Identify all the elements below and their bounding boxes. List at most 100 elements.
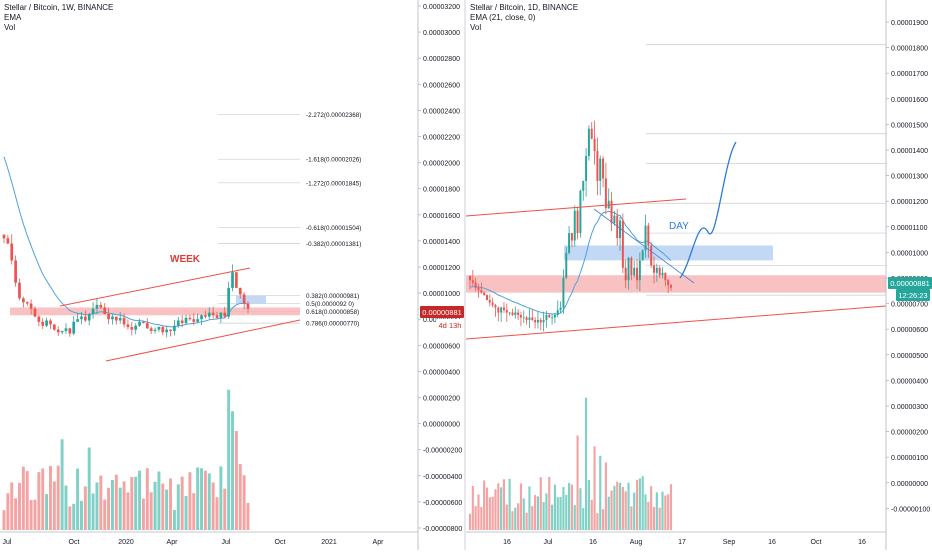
candle-body [579,190,582,234]
price-tick-label: 0.00001600 [891,97,928,104]
fib-level-label: -1.272(0.00001845) [306,180,361,187]
last-price-badge: 0.00000881 [422,308,462,317]
volume-bar [494,489,497,530]
candle-body [630,257,633,276]
candle-body [41,321,45,326]
trend-line-0 [465,198,687,217]
candle-body [664,272,667,281]
countdown-badge: 12:26:23 [898,291,927,300]
price-tick-label: 0.00001100 [891,225,928,232]
volume-bar [130,476,134,530]
candle-body [531,317,534,320]
price-tick-label: 0.00000000 [423,422,460,429]
volume-bar [485,487,489,530]
candle-body [91,308,95,314]
volume-bar [41,468,45,530]
time-tick-label: 2021 [321,539,337,546]
candle-body [184,317,188,324]
candle-body [192,319,196,322]
volume-bar [37,472,41,530]
daily-chart[interactable]: DAY 0.00001900 0.00001800 0.00001700 0.00001… [465,0,932,550]
volume-bar [161,483,165,530]
price-tick-label: 0.00001800 [891,46,928,53]
volume-bar [539,477,542,530]
price-tick-label: 0.00000000 [891,481,928,488]
volume-bar [582,508,585,530]
price-tick-label: 0.00000400 [423,369,460,376]
candle-body [638,260,641,281]
volume-bar [2,510,6,530]
candle-body [87,313,91,321]
volume-bar [508,478,511,530]
candle-body [644,225,647,251]
volume-bar [33,499,37,530]
time-tick-label: 16 [503,539,511,546]
volume-bar [188,472,192,530]
volume-bar [64,485,68,530]
candle-body [49,320,52,325]
volume-bar [635,479,639,530]
volume-bar [49,465,52,530]
volume-bar [565,494,568,530]
candle-body [111,316,114,320]
time-tick-label: 2020 [118,539,134,546]
candle-body [68,328,72,334]
candle-body [542,319,545,323]
volume-bar [141,498,145,530]
daily-chart-panel[interactable]: DAY 0.00001900 0.00001800 0.00001700 0.00001… [465,0,932,550]
annotation-label: WEEK [170,254,201,265]
volume-bar [184,495,188,530]
candle-body [142,321,145,324]
candle-body [122,317,126,325]
volume-bar [624,491,627,530]
volume-bar [542,502,545,530]
candle-body [37,316,41,322]
volume-bar [153,481,157,530]
candle-body [502,307,505,311]
candle-body [188,317,192,320]
candle-body [621,220,624,268]
panel-divider[interactable] [464,0,466,550]
time-tick-label: Apr [167,539,179,546]
candle-body [619,220,622,239]
countdown-badge: 4d 13h [439,321,462,330]
candle-body [18,282,21,299]
volume-bar [545,493,548,530]
candle-body [180,320,184,324]
price-tick-label: 0.00001000 [423,291,460,298]
volume-bar [658,507,661,530]
candle-body [14,260,17,283]
volume-bar [664,495,667,530]
volume-bar [68,506,72,530]
candle-body [149,328,153,331]
candle-body [596,151,599,181]
weekly-title: Stellar / Bitcoin, 1W, BINANCE [4,3,114,12]
volume-bar [145,468,149,530]
candle-body [528,317,531,320]
volume-bar [231,411,234,530]
volume-bar [562,487,565,530]
candle-body [655,267,658,273]
candle-body [519,314,522,318]
volume-bar [83,486,87,530]
time-tick-label: 17 [678,539,686,546]
volume-bar [471,486,474,530]
volume-bar [87,447,91,530]
price-tick-label: 0.00003200 [423,4,460,11]
candle-body [246,303,250,309]
weekly-chart[interactable]: WEEK 0.00003200 0.00003000 0.00002800 0.0000… [0,0,464,550]
volume-bar [553,484,557,530]
weekly-chart-panel[interactable]: WEEK 0.00003200 0.00003000 0.00002800 0.0000… [0,0,464,550]
volume-bar [200,468,203,530]
candle-body [231,272,234,288]
candle-body [469,275,471,281]
volume-bar [514,507,517,530]
candle-body [553,314,556,318]
candle-body [562,277,565,308]
volume-bar [477,494,480,530]
candle-body [667,280,670,286]
fib-level-label: 0.382(0.00000981) [306,293,359,300]
candle-body [474,282,477,288]
weekly-vol-label: Vol [4,23,16,32]
volume-bar [203,470,207,530]
